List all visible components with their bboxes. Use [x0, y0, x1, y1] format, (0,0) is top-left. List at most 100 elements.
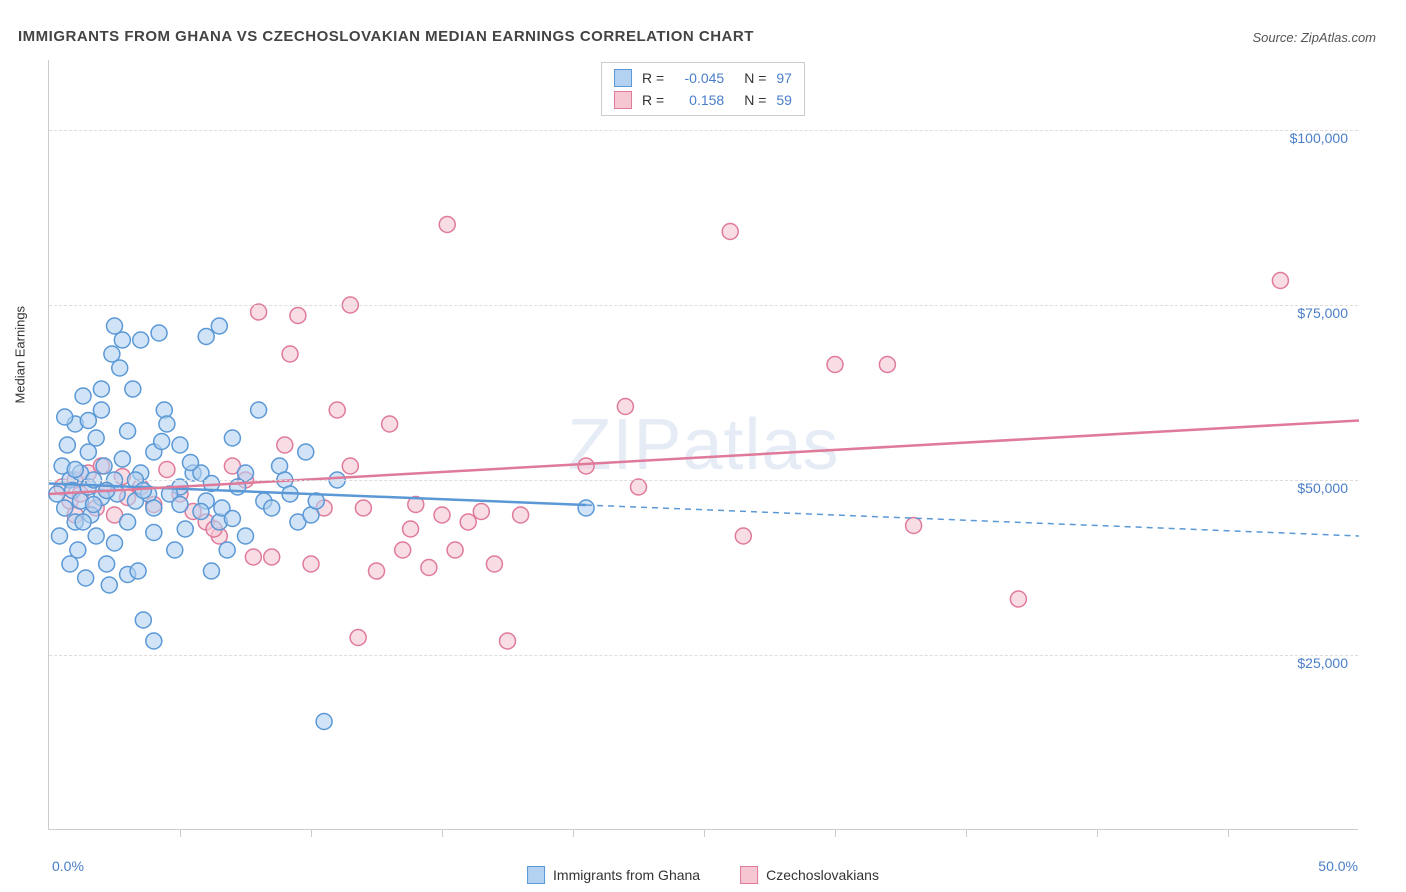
- data-point: [631, 479, 647, 495]
- data-point: [350, 630, 366, 646]
- legend-n-value: 59: [776, 92, 792, 108]
- data-point: [120, 423, 136, 439]
- data-point: [198, 329, 214, 345]
- y-tick-label: $100,000: [1290, 130, 1348, 146]
- data-point: [316, 714, 332, 730]
- data-point: [329, 402, 345, 418]
- legend-n-value: 97: [776, 70, 792, 86]
- data-point: [62, 556, 78, 572]
- data-point: [112, 360, 128, 376]
- x-tick: [1228, 829, 1229, 837]
- y-tick-label: $75,000: [1297, 305, 1348, 321]
- data-point: [578, 458, 594, 474]
- gridline: [49, 480, 1358, 481]
- gridline: [49, 130, 1358, 131]
- data-point: [154, 434, 170, 450]
- data-point: [277, 437, 293, 453]
- legend-swatch: [614, 91, 632, 109]
- data-point: [342, 458, 358, 474]
- data-point: [211, 318, 227, 334]
- data-layer: [49, 60, 1358, 829]
- data-point: [146, 500, 162, 516]
- legend-bottom: Immigrants from Ghana Czechoslovakians: [527, 866, 879, 884]
- data-point: [93, 381, 109, 397]
- data-point: [224, 511, 240, 527]
- data-point: [114, 451, 130, 467]
- data-point: [382, 416, 398, 432]
- x-tick: [180, 829, 181, 837]
- data-point: [172, 437, 188, 453]
- data-point: [722, 224, 738, 240]
- data-point: [75, 388, 91, 404]
- x-tick: [704, 829, 705, 837]
- source-label: Source: ZipAtlas.com: [1252, 30, 1376, 45]
- legend-r-value: -0.045: [674, 70, 724, 86]
- data-point: [151, 325, 167, 341]
- data-point: [59, 437, 75, 453]
- data-point: [120, 514, 136, 530]
- data-point: [78, 570, 94, 586]
- legend-swatch: [614, 69, 632, 87]
- data-point: [355, 500, 371, 516]
- legend-r-label: R =: [642, 92, 664, 108]
- data-point: [1010, 591, 1026, 607]
- x-tick: [966, 829, 967, 837]
- data-point: [146, 525, 162, 541]
- data-point: [460, 514, 476, 530]
- data-point: [439, 217, 455, 233]
- data-point: [473, 504, 489, 520]
- data-point: [130, 563, 146, 579]
- legend-top: R =-0.045N =97R =0.158N =59: [601, 62, 805, 116]
- legend-swatch: [527, 866, 545, 884]
- data-point: [182, 455, 198, 471]
- data-point: [57, 500, 73, 516]
- data-point: [395, 542, 411, 558]
- data-point: [369, 563, 385, 579]
- data-point: [57, 409, 73, 425]
- data-point: [290, 308, 306, 324]
- data-point: [172, 497, 188, 513]
- x-tick: [311, 829, 312, 837]
- data-point: [86, 497, 102, 513]
- data-point: [177, 521, 193, 537]
- data-point: [303, 556, 319, 572]
- data-point: [159, 462, 175, 478]
- data-point: [80, 413, 96, 429]
- data-point: [421, 560, 437, 576]
- data-point: [51, 528, 67, 544]
- x-tick: [573, 829, 574, 837]
- data-point: [245, 549, 261, 565]
- data-point: [156, 402, 172, 418]
- data-point: [146, 633, 162, 649]
- data-point: [159, 416, 175, 432]
- data-point: [99, 556, 115, 572]
- data-point: [1272, 273, 1288, 289]
- data-point: [93, 402, 109, 418]
- data-point: [906, 518, 922, 534]
- data-point: [486, 556, 502, 572]
- data-point: [447, 542, 463, 558]
- data-point: [107, 535, 123, 551]
- legend-series-name: Czechoslovakians: [766, 867, 879, 883]
- y-axis-title: Median Earnings: [13, 306, 28, 404]
- data-point: [735, 528, 751, 544]
- legend-r-label: R =: [642, 70, 664, 86]
- data-point: [238, 528, 254, 544]
- chart-title: IMMIGRANTS FROM GHANA VS CZECHOSLOVAKIAN…: [18, 28, 754, 45]
- gridline: [49, 305, 1358, 306]
- data-point: [88, 528, 104, 544]
- data-point: [827, 357, 843, 373]
- data-point: [251, 402, 267, 418]
- data-point: [193, 504, 209, 520]
- legend-series-name: Immigrants from Ghana: [553, 867, 700, 883]
- plot-area: ZIPatlas $25,000$50,000$75,000$100,000: [48, 60, 1358, 830]
- data-point: [101, 577, 117, 593]
- data-point: [282, 346, 298, 362]
- x-tick: [1097, 829, 1098, 837]
- data-point: [298, 444, 314, 460]
- data-point: [513, 507, 529, 523]
- data-point: [135, 483, 151, 499]
- data-point: [133, 332, 149, 348]
- data-point: [879, 357, 895, 373]
- data-point: [96, 458, 112, 474]
